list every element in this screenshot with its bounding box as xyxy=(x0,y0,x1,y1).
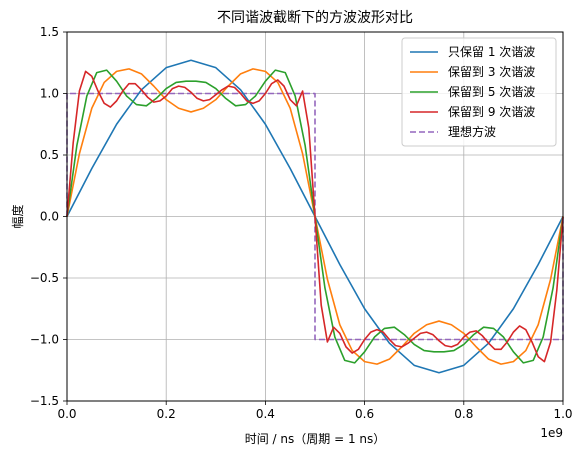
series-lines xyxy=(66,59,564,374)
x-tick-label: 0.2 xyxy=(157,407,176,421)
y-tick-label: −0.5 xyxy=(30,271,59,285)
y-tick-label: −1.5 xyxy=(30,394,59,408)
legend-label: 保留到 3 次谐波 xyxy=(448,65,535,79)
legend-label: 理想方波 xyxy=(448,124,496,139)
x-tick-label: 0.6 xyxy=(355,407,374,421)
axis-ticks: 0.0 0.2 0.4 0.6 0.8 1.0 −1.5 −1.0 −0.5 0.0 0.5 1.0 1… xyxy=(30,25,573,421)
y-tick-label: 0.5 xyxy=(40,148,59,162)
x-tick-label: 0.8 xyxy=(454,407,473,421)
legend-frame xyxy=(401,37,557,147)
x-axis-offset-label: 1e9 xyxy=(540,426,563,440)
chart-title: 不同谐波截断下的方波波形对比 xyxy=(217,10,413,26)
y-axis-label: 幅度 xyxy=(10,204,25,228)
x-tick-label: 0.4 xyxy=(256,407,275,421)
y-tick-label: −1.0 xyxy=(30,333,59,347)
y-tick-label: 0.0 xyxy=(40,210,59,224)
series-line xyxy=(66,70,564,363)
x-axis-label: 时间 / ns（周期 = 1 ns） xyxy=(245,432,386,446)
legend-label: 只保留 1 次谐波 xyxy=(448,45,535,59)
y-tick-label: 1.0 xyxy=(40,87,59,101)
legend-label: 保留到 9 次谐波 xyxy=(448,105,535,119)
legend-label: 保留到 5 次谐波 xyxy=(448,85,535,99)
y-tick-label: 1.5 xyxy=(40,25,59,39)
x-tick-label: 1.0 xyxy=(553,407,572,421)
x-tick-label: 0.0 xyxy=(57,407,76,421)
